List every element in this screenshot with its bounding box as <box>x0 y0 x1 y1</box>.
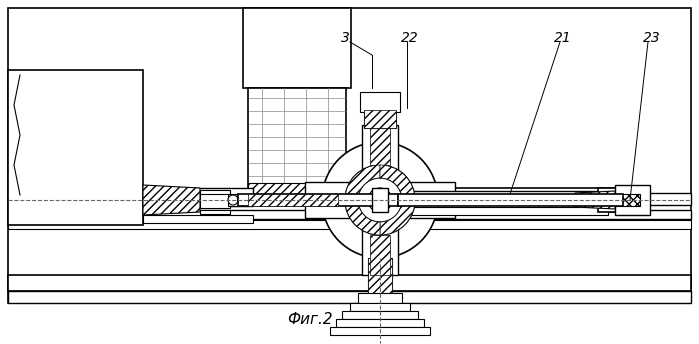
Bar <box>615 194 640 206</box>
Bar <box>368 258 392 293</box>
Bar <box>8 291 691 303</box>
Polygon shape <box>575 191 615 209</box>
Bar <box>364 110 396 128</box>
Bar <box>598 188 648 212</box>
Bar <box>615 185 650 215</box>
Bar <box>200 210 230 214</box>
Bar <box>364 110 396 128</box>
Circle shape <box>358 178 402 222</box>
Bar <box>330 327 430 335</box>
Bar <box>143 215 253 223</box>
Bar <box>8 70 143 225</box>
Bar <box>200 190 230 194</box>
Bar <box>8 220 691 229</box>
Bar <box>358 293 402 303</box>
Text: 23: 23 <box>643 31 661 45</box>
Bar <box>362 125 398 275</box>
Circle shape <box>345 165 415 235</box>
Bar <box>8 210 691 219</box>
Circle shape <box>375 195 385 205</box>
Text: 3: 3 <box>340 31 350 45</box>
Wedge shape <box>345 165 380 200</box>
Text: 21: 21 <box>554 31 572 45</box>
Bar <box>238 194 398 206</box>
Bar <box>372 188 388 212</box>
Bar <box>143 188 253 206</box>
Bar <box>416 188 626 212</box>
Bar <box>360 92 400 112</box>
Circle shape <box>228 195 238 205</box>
Text: Фиг.2: Фиг.2 <box>287 312 333 327</box>
Text: 22: 22 <box>401 31 419 45</box>
Bar <box>368 258 392 293</box>
Bar <box>248 88 346 193</box>
Bar <box>248 183 346 195</box>
Wedge shape <box>345 200 380 235</box>
Bar <box>370 235 390 275</box>
Bar <box>342 311 418 319</box>
Wedge shape <box>380 200 415 235</box>
Bar <box>200 192 230 208</box>
Bar <box>248 194 338 206</box>
Bar <box>398 207 608 215</box>
Bar <box>243 8 351 88</box>
Bar <box>398 191 608 209</box>
Bar <box>370 125 390 165</box>
Bar <box>398 194 623 206</box>
Bar <box>8 193 691 205</box>
Circle shape <box>368 188 392 212</box>
Bar <box>336 319 424 327</box>
Bar <box>8 8 691 303</box>
Polygon shape <box>143 185 200 215</box>
Bar <box>305 182 455 218</box>
Wedge shape <box>380 165 415 200</box>
Bar <box>8 275 691 291</box>
Bar <box>228 194 238 206</box>
Bar <box>350 303 410 311</box>
Circle shape <box>322 142 438 258</box>
